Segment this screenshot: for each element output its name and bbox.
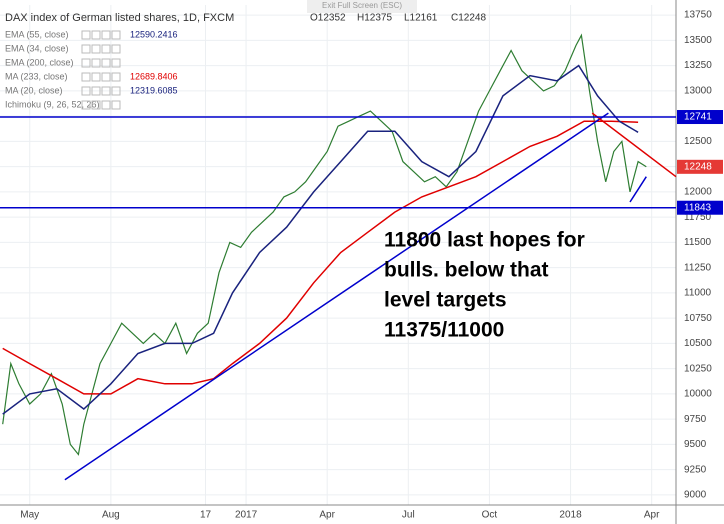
exit-button-bg[interactable] — [307, 0, 417, 13]
ohlc-value: C12248 — [451, 13, 486, 24]
indicator-name: MA (233, close) — [5, 71, 68, 81]
last-price-bg — [677, 159, 723, 174]
last-price-label: 12248 — [684, 161, 712, 172]
indicator-icon — [81, 58, 91, 68]
y-tick-label: 9750 — [684, 414, 707, 425]
indicator-icon — [81, 72, 91, 82]
x-tick-label: Oct — [482, 510, 498, 521]
y-tick-label: 9250 — [684, 464, 707, 475]
indicator-name: Ichimoku (9, 26, 52, 26) — [5, 99, 100, 109]
series-line — [2, 64, 639, 415]
indicator-icon — [91, 86, 101, 96]
chart-title: DAX index of German listed shares, 1D, F… — [5, 12, 234, 24]
indicator-icon — [111, 72, 121, 82]
indicator-name: MA (20, close) — [5, 85, 63, 95]
indicator-icon — [111, 44, 121, 54]
level-label: 11843 — [684, 202, 712, 213]
indicator-icon — [101, 30, 111, 40]
y-tick-label: 13250 — [684, 60, 712, 71]
trendline — [591, 112, 677, 178]
annotation: 11800 last hopes for — [384, 229, 585, 252]
indicator-icon — [81, 30, 91, 40]
ohlc-value: H12375 — [357, 13, 392, 24]
indicator-name: EMA (200, close) — [5, 57, 74, 67]
y-tick-label: 10000 — [684, 389, 712, 400]
x-tick-label: 2017 — [235, 510, 258, 521]
y-tick-label: 13500 — [684, 35, 712, 46]
indicator-name: EMA (34, close) — [5, 43, 69, 53]
x-tick-label: Aug — [102, 510, 120, 521]
x-tick-label: Jul — [402, 510, 415, 521]
y-tick-label: 9500 — [684, 439, 707, 450]
indicator-icon — [111, 30, 121, 40]
indicator-value: 12689.8406 — [130, 71, 178, 81]
indicator-icon — [111, 58, 121, 68]
x-tick-label: 17 — [200, 510, 212, 521]
indicator-icon — [91, 44, 101, 54]
trendline — [629, 176, 647, 203]
indicator-icon — [81, 86, 91, 96]
indicator-icon — [91, 72, 101, 82]
indicator-icon — [91, 100, 101, 110]
series-line — [2, 120, 639, 395]
indicator-icon — [101, 58, 111, 68]
indicator-icon — [81, 100, 91, 110]
indicator-icon — [81, 44, 91, 54]
y-tick-label: 11250 — [684, 262, 712, 273]
level-label: 12741 — [684, 112, 712, 123]
x-tick-label: Apr — [319, 510, 335, 521]
y-tick-label: 12500 — [684, 136, 712, 147]
exit-full-screen[interactable]: Exit Full Screen (ESC) — [322, 1, 402, 10]
y-tick-label: 11000 — [684, 288, 712, 299]
annotation: 11375/11000 — [384, 319, 504, 342]
indicator-value: 12590.2416 — [130, 29, 178, 39]
y-tick-label: 10500 — [684, 338, 712, 349]
x-tick-label: May — [20, 510, 39, 521]
indicator-name: EMA (55, close) — [5, 29, 69, 39]
annotation: bulls. below that — [384, 259, 549, 282]
y-tick-label: 11500 — [684, 237, 712, 248]
x-tick-label: Apr — [644, 510, 660, 521]
indicator-icon — [101, 44, 111, 54]
x-tick-label: 2018 — [559, 510, 582, 521]
y-tick-label: 13000 — [684, 85, 712, 96]
indicator-icon — [91, 58, 101, 68]
indicator-icon — [101, 86, 111, 96]
y-tick-label: 13750 — [684, 10, 712, 21]
ohlc-value: O12352 — [310, 13, 346, 24]
ohlc-value: L12161 — [404, 13, 438, 24]
trendline — [64, 112, 609, 481]
indicator-icon — [101, 100, 111, 110]
y-tick-label: 11750 — [684, 212, 712, 223]
y-tick-label: 10250 — [684, 363, 712, 374]
level-label-bg — [677, 200, 723, 215]
indicator-value: 12319.6085 — [130, 85, 178, 95]
indicator-icon — [111, 100, 121, 110]
y-tick-label: 10750 — [684, 313, 712, 324]
y-tick-label: 12000 — [684, 187, 712, 198]
indicator-icon — [101, 72, 111, 82]
indicator-icon — [91, 30, 101, 40]
level-label-bg — [677, 110, 723, 125]
indicator-icon — [111, 86, 121, 96]
annotation: level targets — [384, 289, 507, 312]
y-tick-label: 9000 — [684, 490, 707, 501]
